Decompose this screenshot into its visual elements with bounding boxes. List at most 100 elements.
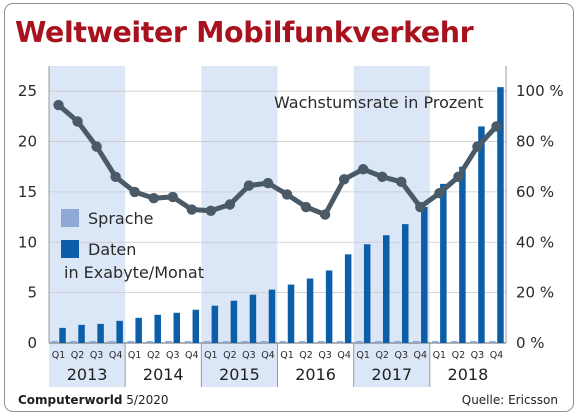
bar-sprache [279, 340, 287, 343]
growth-rate-point [72, 116, 83, 127]
year-tick-label: 2016 [295, 365, 336, 384]
source-note: Quelle: Ericsson [461, 393, 558, 407]
bar-sprache [241, 340, 249, 343]
bar-daten [287, 284, 295, 343]
bar-sprache [260, 340, 268, 343]
quarter-tick-label: Q4 [261, 350, 275, 361]
growth-rate-point [396, 176, 407, 188]
year-tick-label: 2018 [448, 365, 489, 384]
quarter-tick-label: Q1 [280, 350, 294, 361]
quarter-tick-label: Q3 [318, 350, 332, 361]
growth-rate-point [53, 99, 64, 111]
bar-daten [173, 312, 181, 343]
bar-sprache [432, 340, 439, 343]
bar-daten [382, 235, 390, 343]
bar-daten [249, 294, 257, 343]
growth-rate-point [186, 204, 198, 215]
bar-daten [459, 166, 466, 343]
quarter-tick-label: Q2 [223, 350, 237, 361]
bar-sprache [222, 340, 230, 343]
bar-sprache [394, 340, 401, 343]
bar-daten [230, 300, 238, 343]
quarter-tick-label: Q3 [166, 350, 180, 361]
quarter-tick-label: Q3 [471, 350, 485, 361]
quarter-tick-label: Q4 [337, 350, 351, 361]
bar-sprache [51, 340, 58, 343]
bar-sprache [317, 340, 325, 343]
chart-area: 0 5 10 15 20 25 0 % 20 % 40 % 60 % 80 % 100 % Q1 Q2 Q3… [18, 66, 564, 387]
right-axis-tick-label: 60 % [516, 183, 554, 201]
growth-rate-point [434, 187, 445, 199]
bar-daten [325, 270, 333, 343]
footer-credit: Computerworld 5/2020 [18, 393, 168, 407]
growth-rate-point [415, 201, 426, 213]
quarter-tick-label: Q1 [433, 350, 447, 361]
growth-rate-point [338, 174, 350, 185]
legend-label-daten: Daten [88, 240, 136, 259]
growth-rate-point [110, 171, 121, 182]
quarter-tick-label: Q4 [490, 350, 504, 361]
right-axis-tick-label: 0 % [516, 334, 545, 352]
bar-daten [78, 324, 85, 343]
bar-sprache [374, 340, 382, 343]
growth-rate-point [262, 177, 274, 189]
bar-daten [421, 207, 428, 343]
right-axis-tick-label: 80 % [516, 133, 554, 151]
growth-rate-point [319, 209, 331, 220]
bar-sprache [336, 340, 344, 343]
quarter-tick-label: Q1 [204, 350, 218, 361]
publication-name: Computerworld [18, 393, 123, 407]
left-axis-tick-label: 15 [18, 183, 37, 201]
growth-rate-point [472, 141, 483, 152]
bar-daten [116, 320, 123, 343]
bar-daten [363, 244, 371, 343]
growth-rate-point [205, 205, 217, 216]
year-tick-label: 2014 [143, 365, 184, 384]
left-axis-tick-label: 5 [27, 284, 37, 302]
legend-label-sprache: Sprache [88, 209, 153, 228]
right-axis-tick-label: 20 % [516, 284, 554, 302]
growth-rate-point [91, 141, 102, 152]
growth-rate-point [148, 193, 159, 204]
year-tick-label: 2013 [67, 365, 108, 384]
quarter-tick-label: Q1 [356, 350, 370, 361]
left-axis-tick-label: 20 [18, 133, 37, 151]
publication-issue: 5/2020 [126, 393, 169, 407]
growth-rate-point [377, 171, 388, 182]
bar-sprache [146, 340, 153, 343]
bar-sprache [127, 340, 134, 343]
bar-daten [135, 317, 142, 343]
quarter-tick-label: Q2 [452, 350, 466, 361]
bar-sprache [108, 340, 115, 343]
growth-rate-point [300, 201, 312, 213]
legend-swatch-daten [61, 240, 79, 258]
quarter-tick-label: Q3 [90, 350, 104, 361]
growth-rate-point [453, 171, 464, 182]
bar-sprache [89, 340, 96, 343]
bar-daten [478, 126, 485, 343]
bar-daten [440, 183, 447, 343]
year-tick-label: 2015 [219, 365, 260, 384]
growth-rate-point [129, 186, 140, 198]
bar-daten [59, 327, 66, 343]
quarter-tick-label: Q4 [109, 350, 123, 361]
legend-note: in Exabyte/Monat [64, 263, 204, 282]
right-axis-tick-label: 100 % [516, 82, 564, 100]
bar-daten [344, 254, 352, 343]
left-axis-tick-label: 0 [27, 334, 37, 352]
quarter-tick-label: Q1 [128, 350, 142, 361]
chart-title: Weltweiter Mobilfunkverkehr [15, 16, 474, 49]
bar-daten [497, 87, 504, 343]
quarter-tick-label: Q2 [375, 350, 389, 361]
growth-rate-point [167, 191, 178, 203]
quarter-tick-label: Q4 [185, 350, 199, 361]
bar-sprache [70, 340, 77, 343]
quarter-tick-label: Q2 [147, 350, 161, 361]
bar-sprache [184, 340, 192, 343]
left-axis-tick-label: 10 [18, 233, 37, 251]
bar-sprache [413, 340, 420, 343]
bar-daten [402, 224, 409, 343]
quarter-tick-label: Q3 [395, 350, 409, 361]
left-axis-tick-label: 25 [18, 82, 37, 100]
growth-rate-point [224, 199, 236, 210]
